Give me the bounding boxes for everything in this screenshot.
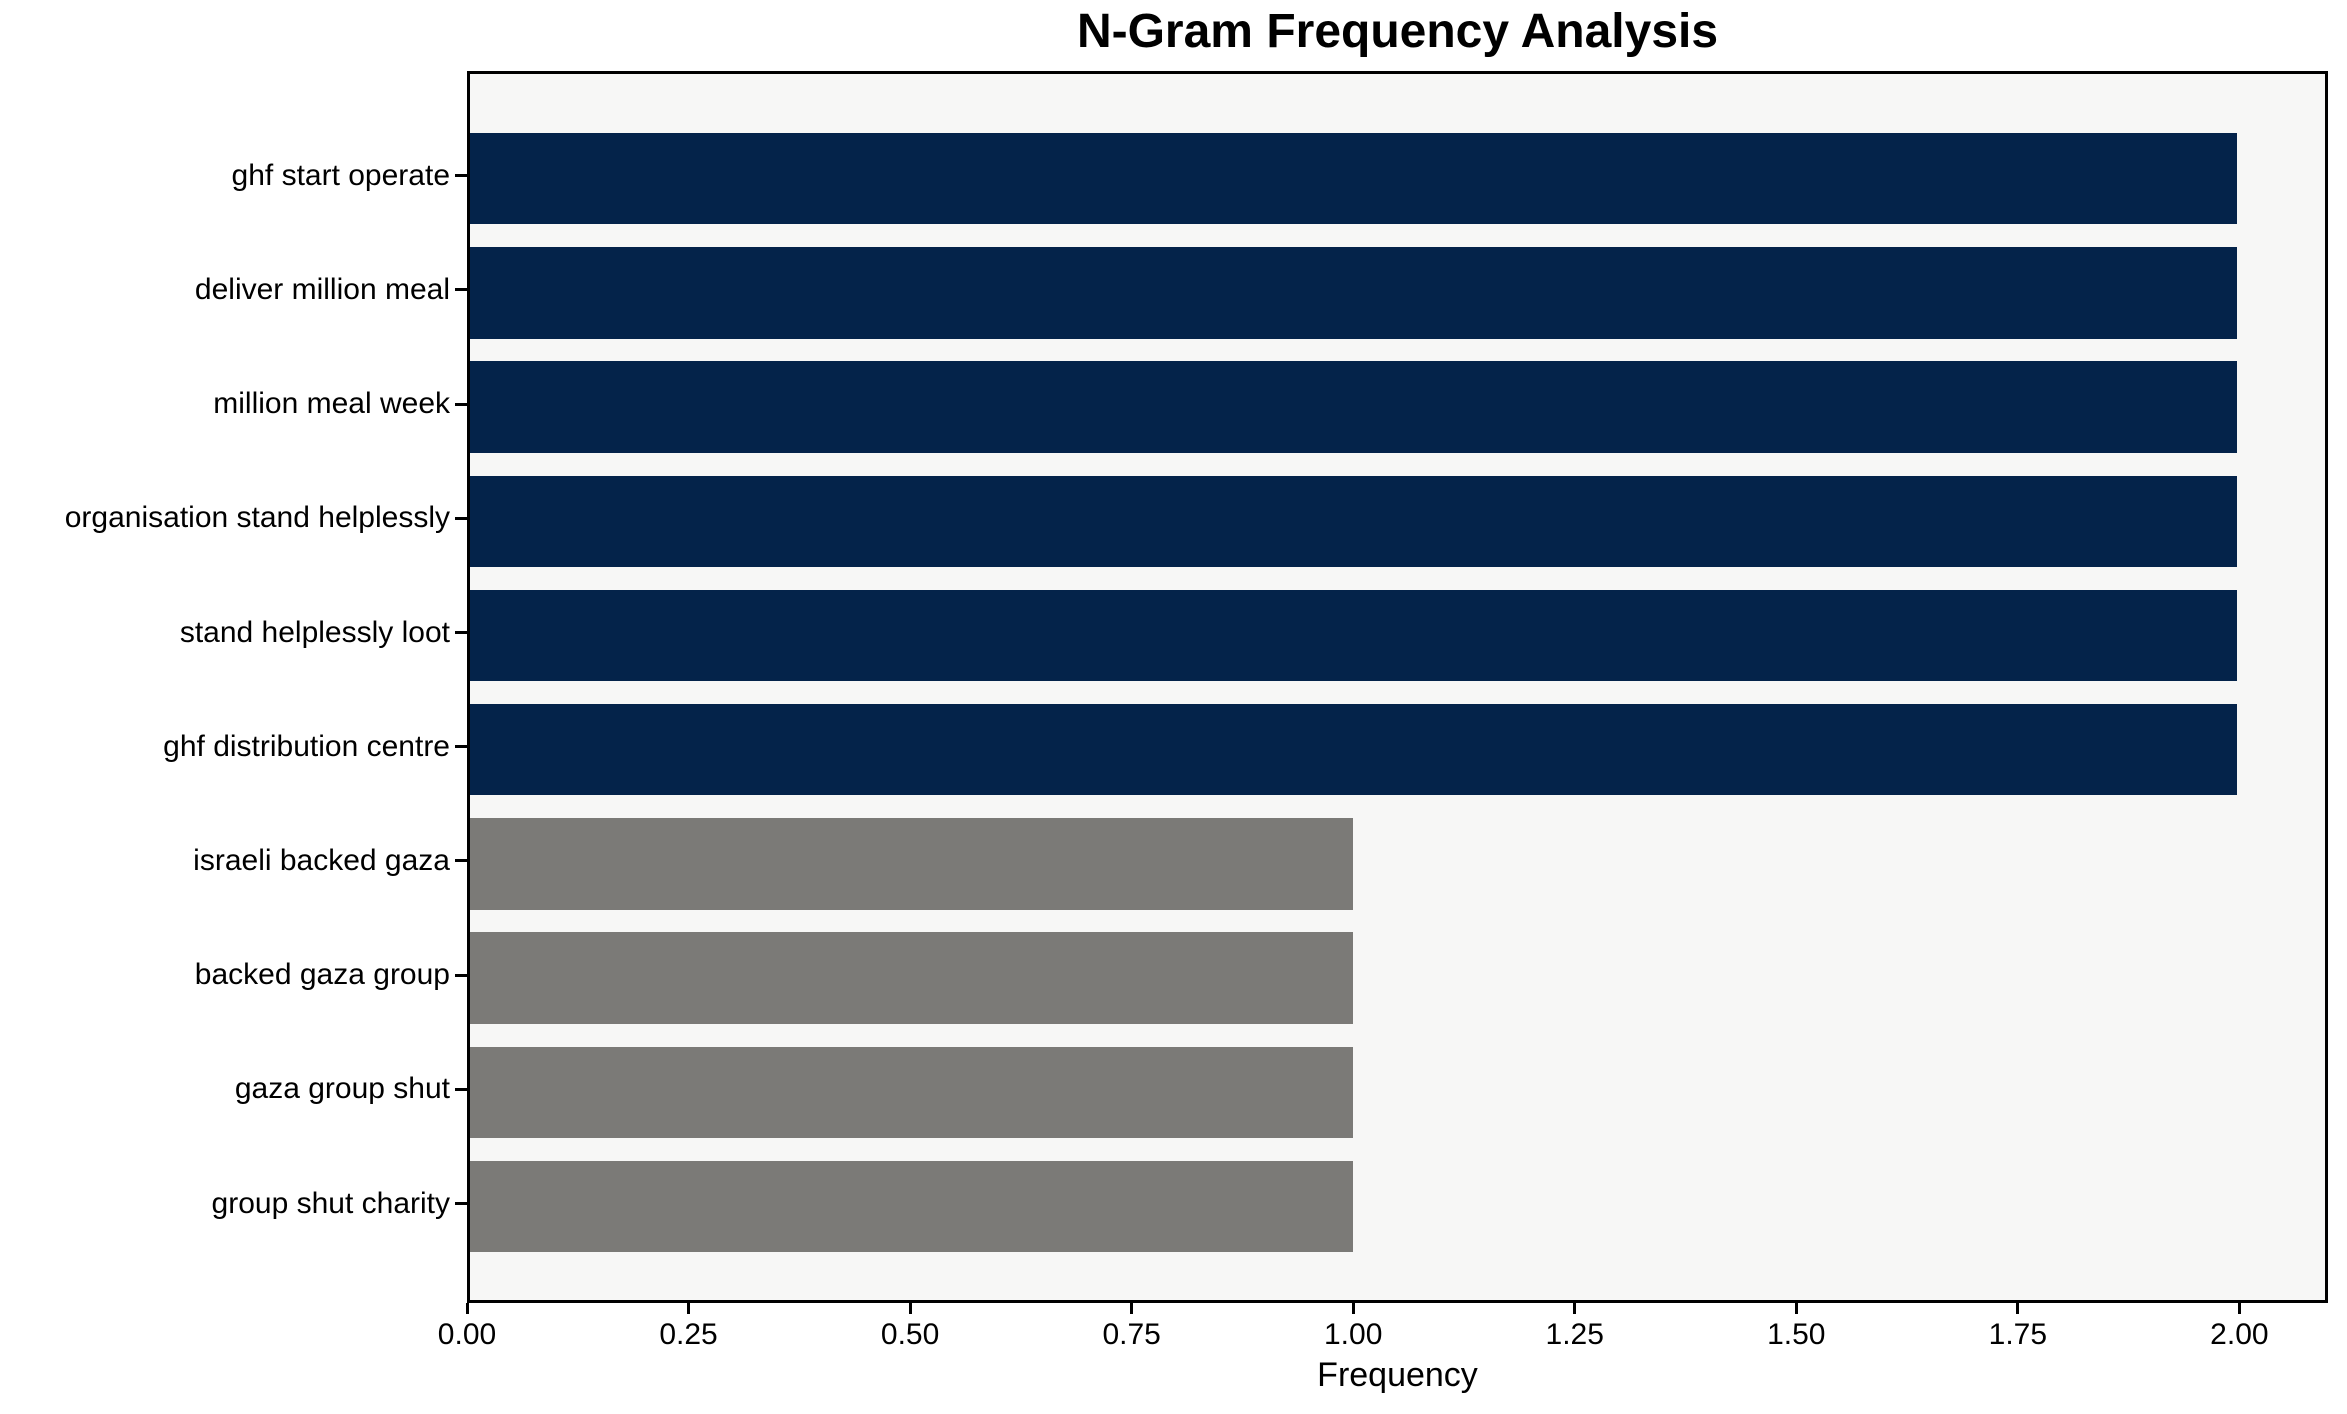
bar-ghf-start-operate <box>470 133 2237 225</box>
chart-title: N-Gram Frequency Analysis <box>1076 5 1719 58</box>
y-tick-mark <box>455 1087 467 1091</box>
y-tick-label: israeli backed gaza <box>193 843 450 877</box>
bar-million-meal-week <box>470 361 2237 453</box>
x-tick-mark <box>2016 1303 2020 1314</box>
bar-organisation-stand-helplessly <box>470 475 2237 567</box>
y-tick-mark <box>455 516 467 520</box>
bar-ghf-distribution-centre <box>470 704 2237 796</box>
y-tick-mark <box>455 1202 467 1205</box>
x-tick-mark <box>1351 1303 1355 1314</box>
bar-israeli-backed-gaza <box>470 818 1354 910</box>
x-tick-label: 1.75 <box>1988 1318 2048 1351</box>
bar-deliver-million-meal <box>470 247 2237 339</box>
x-tick-label: 2.00 <box>2210 1318 2269 1351</box>
x-tick-label: 1.00 <box>1323 1318 1383 1351</box>
y-tick-label: backed gaza group <box>194 958 450 992</box>
x-tick-mark <box>1794 1303 1798 1314</box>
x-tick-mark <box>687 1303 691 1314</box>
x-tick-label: 0.00 <box>437 1318 497 1351</box>
x-tick-label: 1.50 <box>1767 1318 1826 1351</box>
y-tick-mark <box>455 288 467 292</box>
y-tick-mark <box>455 745 467 749</box>
y-tick-label: ghf distribution centre <box>163 729 450 763</box>
plot-area <box>467 71 2328 1303</box>
x-axis-label: Frequency <box>1317 1356 1478 1394</box>
y-tick-label: group shut charity <box>211 1186 450 1220</box>
x-tick-mark <box>2237 1303 2241 1314</box>
y-tick-label: ghf start operate <box>231 158 450 192</box>
y-tick-mark <box>455 973 467 977</box>
y-tick-mark <box>455 402 467 406</box>
y-tick-mark <box>455 859 467 863</box>
bar-gaza-group-shut <box>470 1046 1354 1138</box>
x-tick-mark <box>465 1303 469 1314</box>
x-tick-label: 0.75 <box>1102 1318 1161 1351</box>
x-tick-mark <box>1573 1303 1577 1314</box>
y-tick-mark <box>455 631 467 634</box>
y-tick-label: million meal week <box>213 387 450 421</box>
x-tick-mark <box>1130 1303 1134 1314</box>
x-tick-label: 1.25 <box>1545 1318 1604 1351</box>
bar-stand-helplessly-loot <box>470 589 2237 682</box>
bar-group-shut-charity <box>470 1160 1354 1253</box>
x-tick-mark <box>908 1303 912 1314</box>
y-tick-label: organisation stand helplessly <box>64 501 450 535</box>
x-tick-label: 0.50 <box>880 1318 940 1351</box>
bar-backed-gaza-group <box>470 932 1354 1024</box>
y-tick-label: stand helplessly loot <box>179 615 450 649</box>
y-tick-mark <box>455 174 467 178</box>
y-tick-label: deliver million meal <box>194 272 450 306</box>
x-tick-label: 0.25 <box>659 1318 718 1351</box>
y-tick-label: gaza group shut <box>234 1072 450 1106</box>
